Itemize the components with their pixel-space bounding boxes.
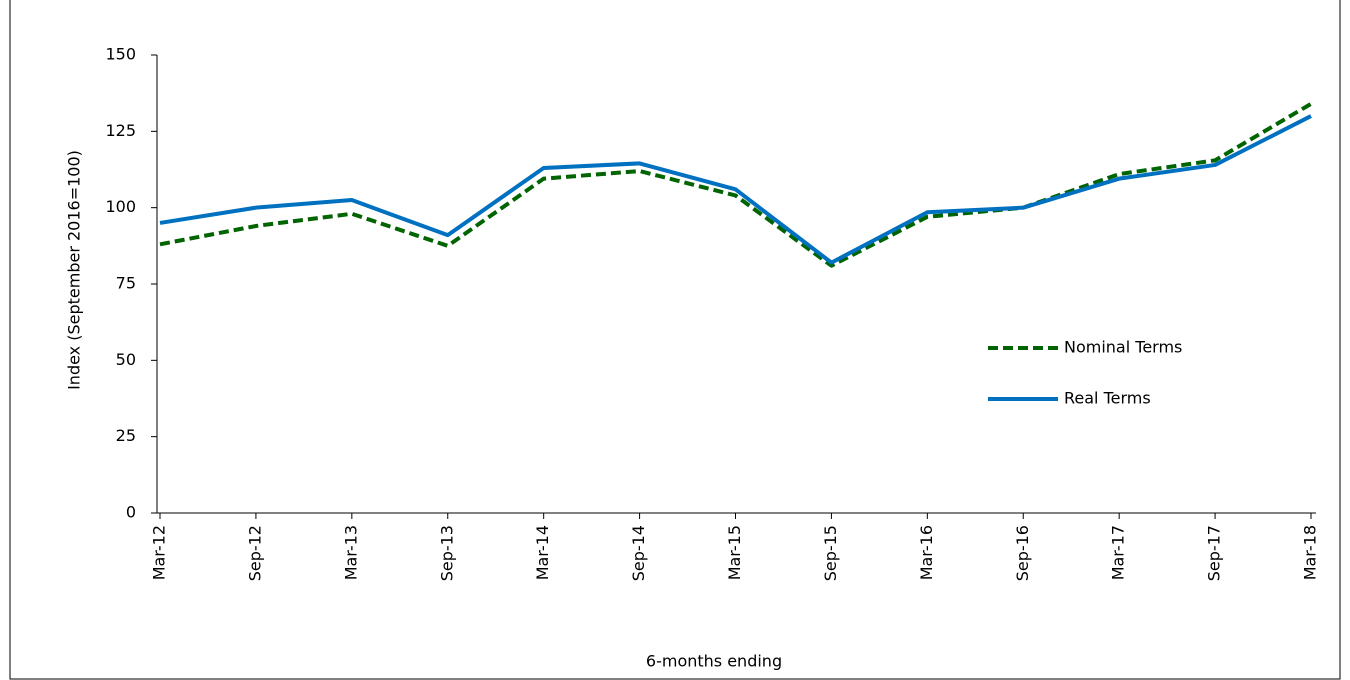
- x-tick-label: Mar-18: [1301, 525, 1320, 580]
- x-tick-label: Mar-17: [1109, 525, 1128, 580]
- series-line: [159, 114, 1312, 265]
- x-tick-label: Mar-13: [341, 525, 360, 580]
- x-tick-label: Mar-15: [725, 525, 744, 580]
- series-line: [159, 102, 1313, 268]
- x-tick-label: Mar-12: [150, 525, 169, 580]
- x-tick-label: Mar-14: [533, 525, 552, 580]
- x-tick-label: Sep-16: [1013, 525, 1032, 581]
- x-tick-label: Sep-15: [821, 525, 840, 581]
- y-tick-label: 0: [126, 503, 136, 522]
- x-tick-label: Sep-12: [245, 525, 264, 581]
- x-tick-label: Sep-13: [437, 525, 456, 581]
- x-tick-label: Mar-16: [917, 525, 936, 580]
- x-axis-label: 6-months ending: [646, 652, 782, 671]
- legend-label: Nominal Terms: [1064, 338, 1182, 357]
- y-tick-label: 25: [116, 426, 136, 445]
- y-tick-label: 75: [116, 274, 136, 293]
- chart-frame: [9, 0, 1341, 680]
- x-tick-label: Sep-17: [1205, 525, 1224, 581]
- y-tick-label: 125: [105, 121, 136, 140]
- y-tick-label: 100: [105, 197, 136, 216]
- y-tick-label: 50: [116, 350, 136, 369]
- legend-label: Real Terms: [1064, 389, 1151, 408]
- y-axis-label: Index (September 2016=100): [65, 150, 84, 390]
- y-tick-label: 150: [105, 45, 136, 64]
- x-tick-label: Sep-14: [629, 525, 648, 581]
